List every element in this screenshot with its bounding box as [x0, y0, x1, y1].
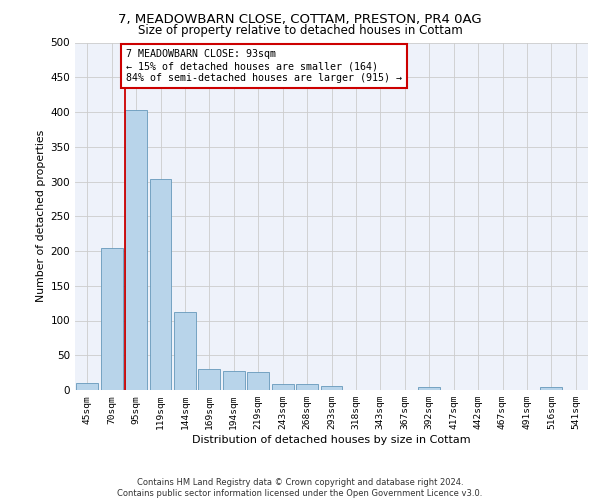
Text: 7, MEADOWBARN CLOSE, COTTAM, PRESTON, PR4 0AG: 7, MEADOWBARN CLOSE, COTTAM, PRESTON, PR… [118, 12, 482, 26]
Text: 7 MEADOWBARN CLOSE: 93sqm
← 15% of detached houses are smaller (164)
84% of semi: 7 MEADOWBARN CLOSE: 93sqm ← 15% of detac… [127, 50, 403, 82]
Bar [174, 312, 196, 390]
Bar [125, 110, 147, 390]
Bar [149, 180, 172, 390]
Bar [320, 386, 343, 390]
Bar [199, 369, 220, 390]
Bar [296, 384, 318, 390]
Bar [418, 387, 440, 390]
Bar [247, 372, 269, 390]
X-axis label: Distribution of detached houses by size in Cottam: Distribution of detached houses by size … [192, 435, 471, 445]
Bar [76, 383, 98, 390]
Text: Size of property relative to detached houses in Cottam: Size of property relative to detached ho… [137, 24, 463, 37]
Y-axis label: Number of detached properties: Number of detached properties [36, 130, 46, 302]
Bar [101, 248, 122, 390]
Bar [272, 384, 293, 390]
Bar [541, 386, 562, 390]
Text: Contains HM Land Registry data © Crown copyright and database right 2024.
Contai: Contains HM Land Registry data © Crown c… [118, 478, 482, 498]
Bar [223, 370, 245, 390]
